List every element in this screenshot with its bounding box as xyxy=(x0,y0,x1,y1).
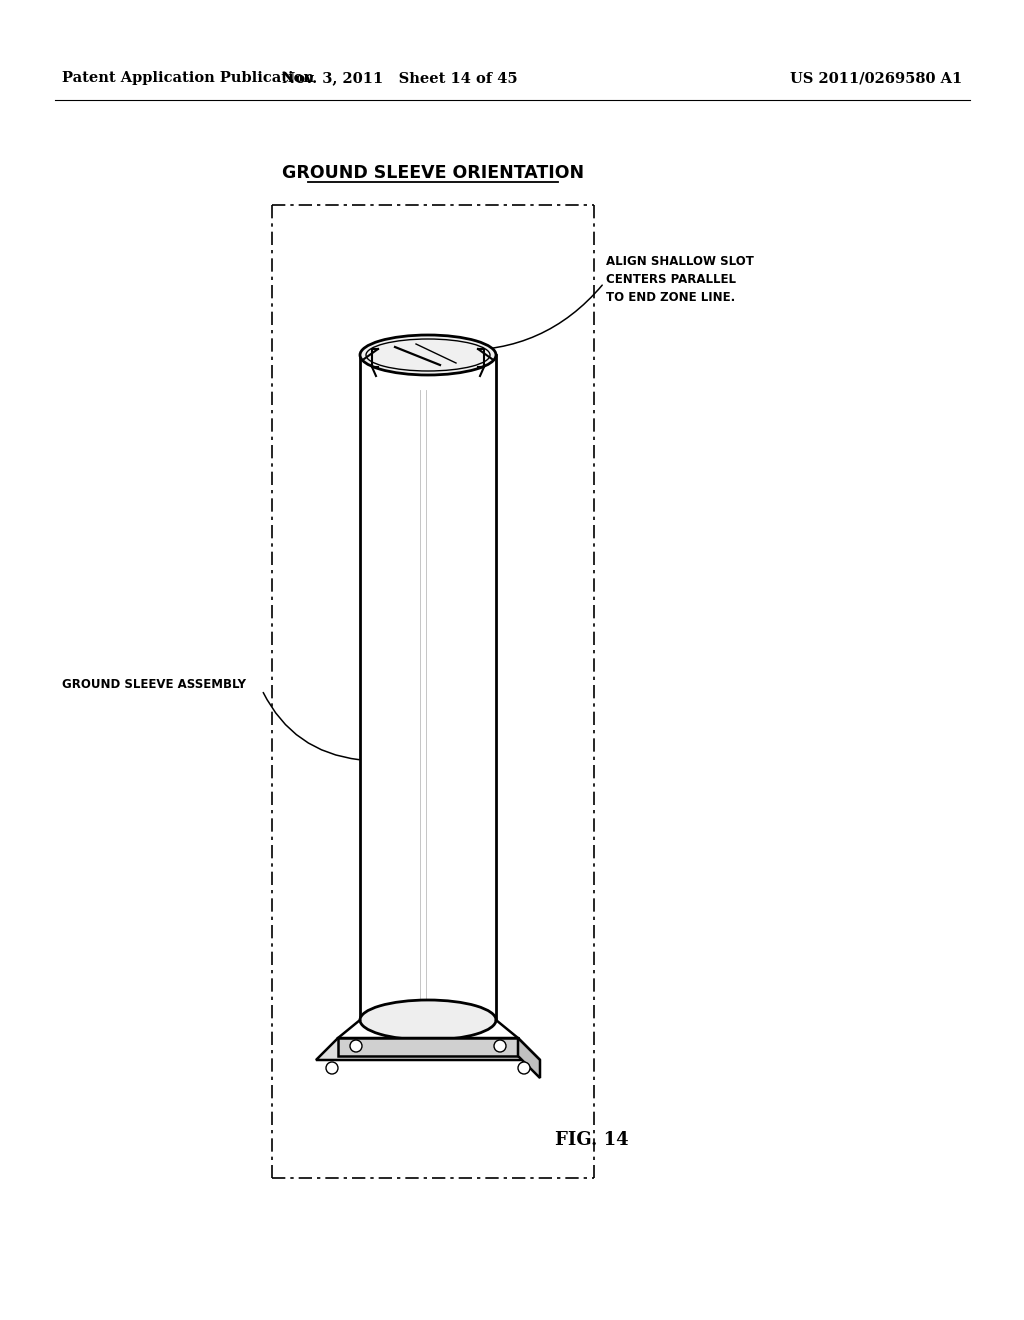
Text: US 2011/0269580 A1: US 2011/0269580 A1 xyxy=(790,71,963,84)
Polygon shape xyxy=(338,1038,518,1056)
Circle shape xyxy=(518,1063,530,1074)
Text: FIG. 14: FIG. 14 xyxy=(555,1131,629,1148)
Text: Nov. 3, 2011   Sheet 14 of 45: Nov. 3, 2011 Sheet 14 of 45 xyxy=(283,71,518,84)
Polygon shape xyxy=(316,1038,540,1060)
Ellipse shape xyxy=(360,335,496,375)
Circle shape xyxy=(350,1040,362,1052)
Circle shape xyxy=(326,1063,338,1074)
Polygon shape xyxy=(518,1038,540,1078)
Text: Patent Application Publication: Patent Application Publication xyxy=(62,71,314,84)
Text: GROUND SLEEVE ASSEMBLY: GROUND SLEEVE ASSEMBLY xyxy=(62,678,246,692)
Text: ALIGN SHALLOW SLOT
CENTERS PARALLEL
TO END ZONE LINE.: ALIGN SHALLOW SLOT CENTERS PARALLEL TO E… xyxy=(606,255,754,304)
Text: GROUND SLEEVE ORIENTATION: GROUND SLEEVE ORIENTATION xyxy=(282,164,584,182)
Circle shape xyxy=(494,1040,506,1052)
Ellipse shape xyxy=(360,1001,496,1040)
